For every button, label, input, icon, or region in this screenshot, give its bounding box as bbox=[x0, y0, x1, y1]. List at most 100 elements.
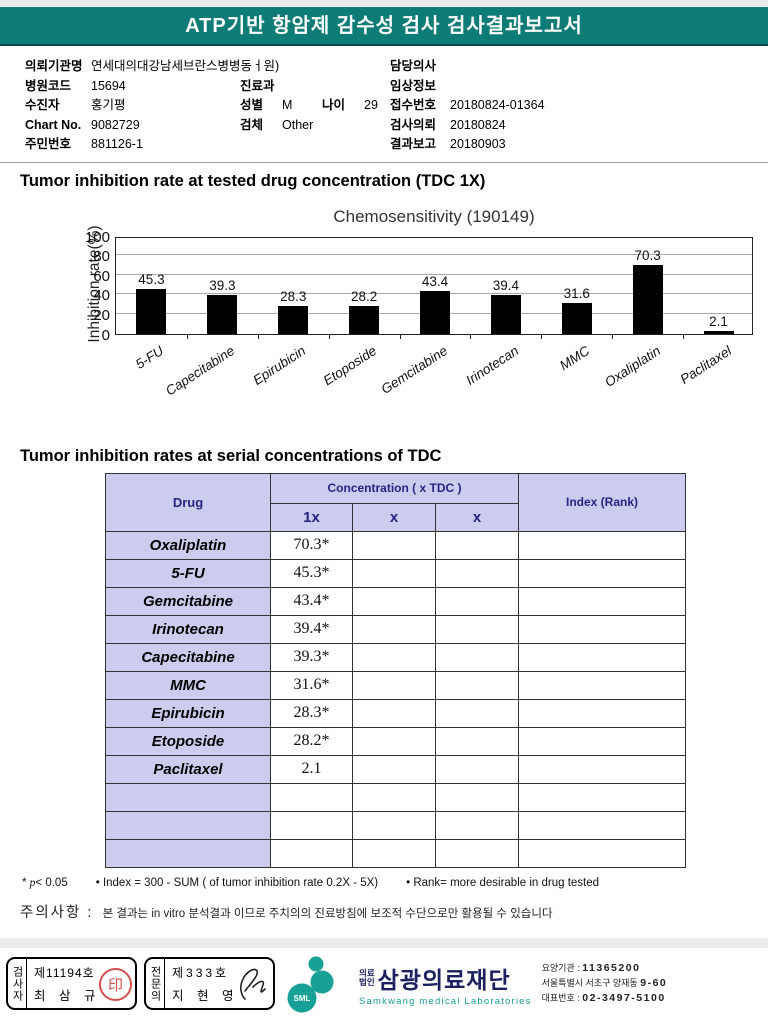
footer-divider-strip bbox=[0, 937, 768, 948]
field-label: 검체 bbox=[240, 117, 264, 132]
gridline bbox=[116, 254, 752, 256]
footnote-index: • Index = 300 - SUM ( of tumor inhibitio… bbox=[95, 876, 379, 889]
table-row: 5-FU 45.3* bbox=[105, 558, 686, 588]
chart-bar bbox=[490, 294, 521, 334]
y-tick-label: 100 bbox=[84, 228, 110, 246]
gridline bbox=[116, 273, 752, 275]
field-label: 의뢰기관명 bbox=[25, 59, 83, 73]
column-header-concentration: Concentration ( x TDC ) bbox=[270, 472, 519, 504]
drug-name-cell bbox=[105, 838, 271, 868]
x-tick bbox=[328, 334, 330, 339]
chart-bar bbox=[561, 302, 592, 334]
value-cell: 2.1 bbox=[270, 754, 353, 784]
bar-value-label: 45.3 bbox=[138, 272, 165, 288]
value-cell: 39.3* bbox=[270, 642, 353, 672]
x-tick bbox=[399, 334, 401, 339]
value-cell bbox=[518, 810, 686, 840]
chart-title: Chemosensitivity (190149) bbox=[333, 206, 535, 226]
field-value: 연세대의대강남세브란스병병동ㅓ원) bbox=[91, 59, 280, 73]
drug-name-cell bbox=[105, 782, 271, 812]
org-type-label: 의료 법인 bbox=[359, 967, 375, 987]
chart-bar bbox=[420, 290, 450, 334]
field-label: 성별 bbox=[240, 98, 264, 112]
value-cell bbox=[352, 586, 436, 616]
value-cell bbox=[518, 838, 686, 868]
field-label: 병원코드 bbox=[25, 78, 72, 93]
value-cell bbox=[518, 530, 686, 560]
y-tick-label: 40 bbox=[93, 287, 110, 305]
field-label: 주민번호 bbox=[25, 137, 72, 151]
bar-value-label: 31.6 bbox=[563, 285, 590, 301]
care-institution-line: 요양기관 : 11365200 bbox=[541, 962, 641, 974]
table-body: Oxaliplatin 70.3* 5-FU 45.3* Gemcitabine 43.4… bbox=[105, 530, 686, 868]
value-cell bbox=[352, 670, 436, 700]
value-cell: 43.4* bbox=[270, 586, 353, 616]
value-cell bbox=[435, 614, 519, 644]
value-cell bbox=[435, 586, 519, 616]
value-cell: 70.3* bbox=[270, 530, 353, 560]
table-section-title: Tumor inhibition rates at serial concent… bbox=[20, 446, 442, 465]
examiner-seal-box: 검사자 제11194호 최 삼 규 印 bbox=[6, 957, 137, 1010]
value-cell bbox=[270, 838, 353, 868]
x-tick bbox=[612, 334, 614, 339]
table-row: Capecitabine 39.3* bbox=[105, 642, 686, 672]
caution-text: 본 결과는 in vitro 분석결과 이므로 주치의의 진료방침에 보조적 수… bbox=[102, 907, 553, 920]
field-label: 수진자 bbox=[25, 98, 60, 112]
value-cell: 28.2* bbox=[270, 726, 353, 756]
table-row: MMC 31.6* bbox=[105, 670, 686, 700]
value-cell bbox=[518, 642, 686, 672]
company-address: 요양기관 : 11365200 서울특별시 서초구 양재동 9-60 대표번호 … bbox=[542, 961, 668, 1006]
field-label: 검사의뢰 bbox=[390, 117, 437, 132]
value-cell bbox=[518, 558, 686, 588]
bar-value-label: 70.3 bbox=[634, 247, 661, 263]
specialist-seal-box: 전문의 제333호 지 현 영 bbox=[144, 957, 275, 1010]
bar-value-label: 2.1 bbox=[709, 314, 728, 330]
value-cell bbox=[518, 586, 686, 616]
table-row: Epirubicin 28.3* bbox=[105, 698, 686, 728]
svg-text:SML: SML bbox=[294, 994, 311, 1003]
field-value: 20180824 bbox=[450, 117, 506, 132]
field-value: 29 bbox=[364, 98, 378, 112]
footer: 검사자 제11194호 최 삼 규 印 전문의 제333호 지 현 영 bbox=[0, 948, 768, 1013]
bar-value-label: 28.3 bbox=[280, 288, 307, 304]
value-cell: 31.6* bbox=[270, 670, 353, 700]
field-value: 홍기평 bbox=[91, 98, 126, 112]
chart-area: Chemosensitivity (190149) Inhibition rat… bbox=[0, 205, 768, 443]
field-value: Other bbox=[282, 117, 314, 132]
value-cell bbox=[518, 754, 686, 784]
drug-name-cell: Paclitaxel bbox=[105, 754, 271, 784]
chart-section-title: Tumor inhibition rate at tested drug con… bbox=[20, 171, 486, 190]
specialist-name: 지 현 영 bbox=[172, 989, 239, 1003]
value-cell bbox=[352, 782, 436, 812]
caution-note: 주의사항 : 본 결과는 in vitro 분석결과 이므로 주치의의 진료방침… bbox=[20, 901, 768, 922]
field-label: 접수번호 bbox=[390, 98, 437, 112]
x-tick bbox=[186, 334, 188, 339]
specialist-cert-no: 제333호 bbox=[172, 966, 230, 980]
value-cell bbox=[518, 614, 686, 644]
chart-bar bbox=[207, 295, 238, 334]
sml-logo-icon: SML bbox=[287, 956, 334, 1012]
column-header-drug: Drug bbox=[105, 472, 271, 532]
x-tick bbox=[470, 334, 472, 339]
value-cell bbox=[352, 558, 436, 588]
x-tick bbox=[541, 334, 543, 339]
drug-name-cell: Capecitabine bbox=[105, 642, 271, 672]
examiner-cert-no: 제11194호 bbox=[34, 966, 95, 980]
value-cell bbox=[518, 670, 686, 700]
chart-bar bbox=[278, 305, 309, 334]
table-row bbox=[105, 838, 686, 868]
chart-bar bbox=[632, 264, 663, 334]
value-cell bbox=[435, 782, 519, 812]
y-tick-label: 80 bbox=[93, 248, 110, 266]
chart-bar bbox=[703, 331, 734, 334]
field-value bbox=[450, 57, 768, 77]
footnote-rank: • Rank= more desirable in drug tested bbox=[406, 876, 600, 889]
table-row bbox=[105, 782, 686, 812]
drug-name-cell: Gemcitabine bbox=[105, 586, 271, 616]
value-cell bbox=[518, 726, 686, 756]
chart-bar bbox=[136, 289, 167, 334]
field-value: 15694 bbox=[91, 78, 126, 93]
address-line: 서울특별시 서초구 양재동 9-60 bbox=[541, 977, 668, 989]
value-cell bbox=[435, 810, 519, 840]
